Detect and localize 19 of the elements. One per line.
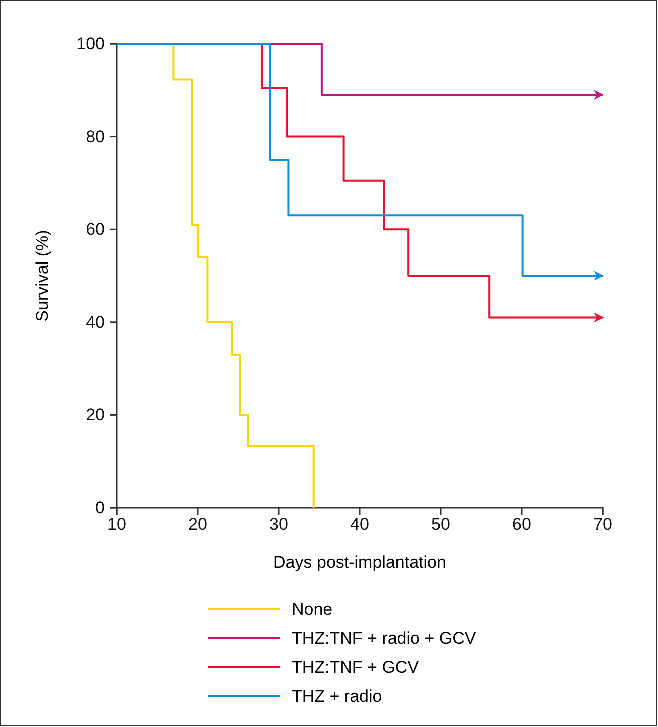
y-tick-label: 100: [76, 34, 105, 54]
x-tick-label: 30: [270, 515, 288, 534]
y-tick-label: 40: [86, 312, 105, 332]
x-tick-label: 10: [108, 515, 126, 534]
y-tick-label: 60: [86, 220, 105, 240]
x-tick-label: 20: [188, 515, 208, 534]
legend-label: THZ:TNF + radio + GCV: [292, 629, 477, 648]
legend-label: THZ:TNF + GCV: [292, 658, 420, 677]
legend-label: THZ + radio: [292, 687, 382, 706]
x-tick-label: 50: [432, 515, 450, 534]
legend-label: None: [292, 600, 333, 619]
x-tick-label: 40: [350, 515, 370, 534]
y-tick-label: 20: [86, 406, 105, 425]
x-axis-title: Days post-implantation: [274, 553, 446, 572]
x-tick-label: 70: [594, 515, 612, 534]
x-tick-label: 60: [512, 515, 532, 534]
y-tick-label: 0: [96, 498, 105, 518]
y-axis-title: Survival (%): [33, 230, 52, 322]
y-tick-label: 80: [86, 127, 105, 146]
